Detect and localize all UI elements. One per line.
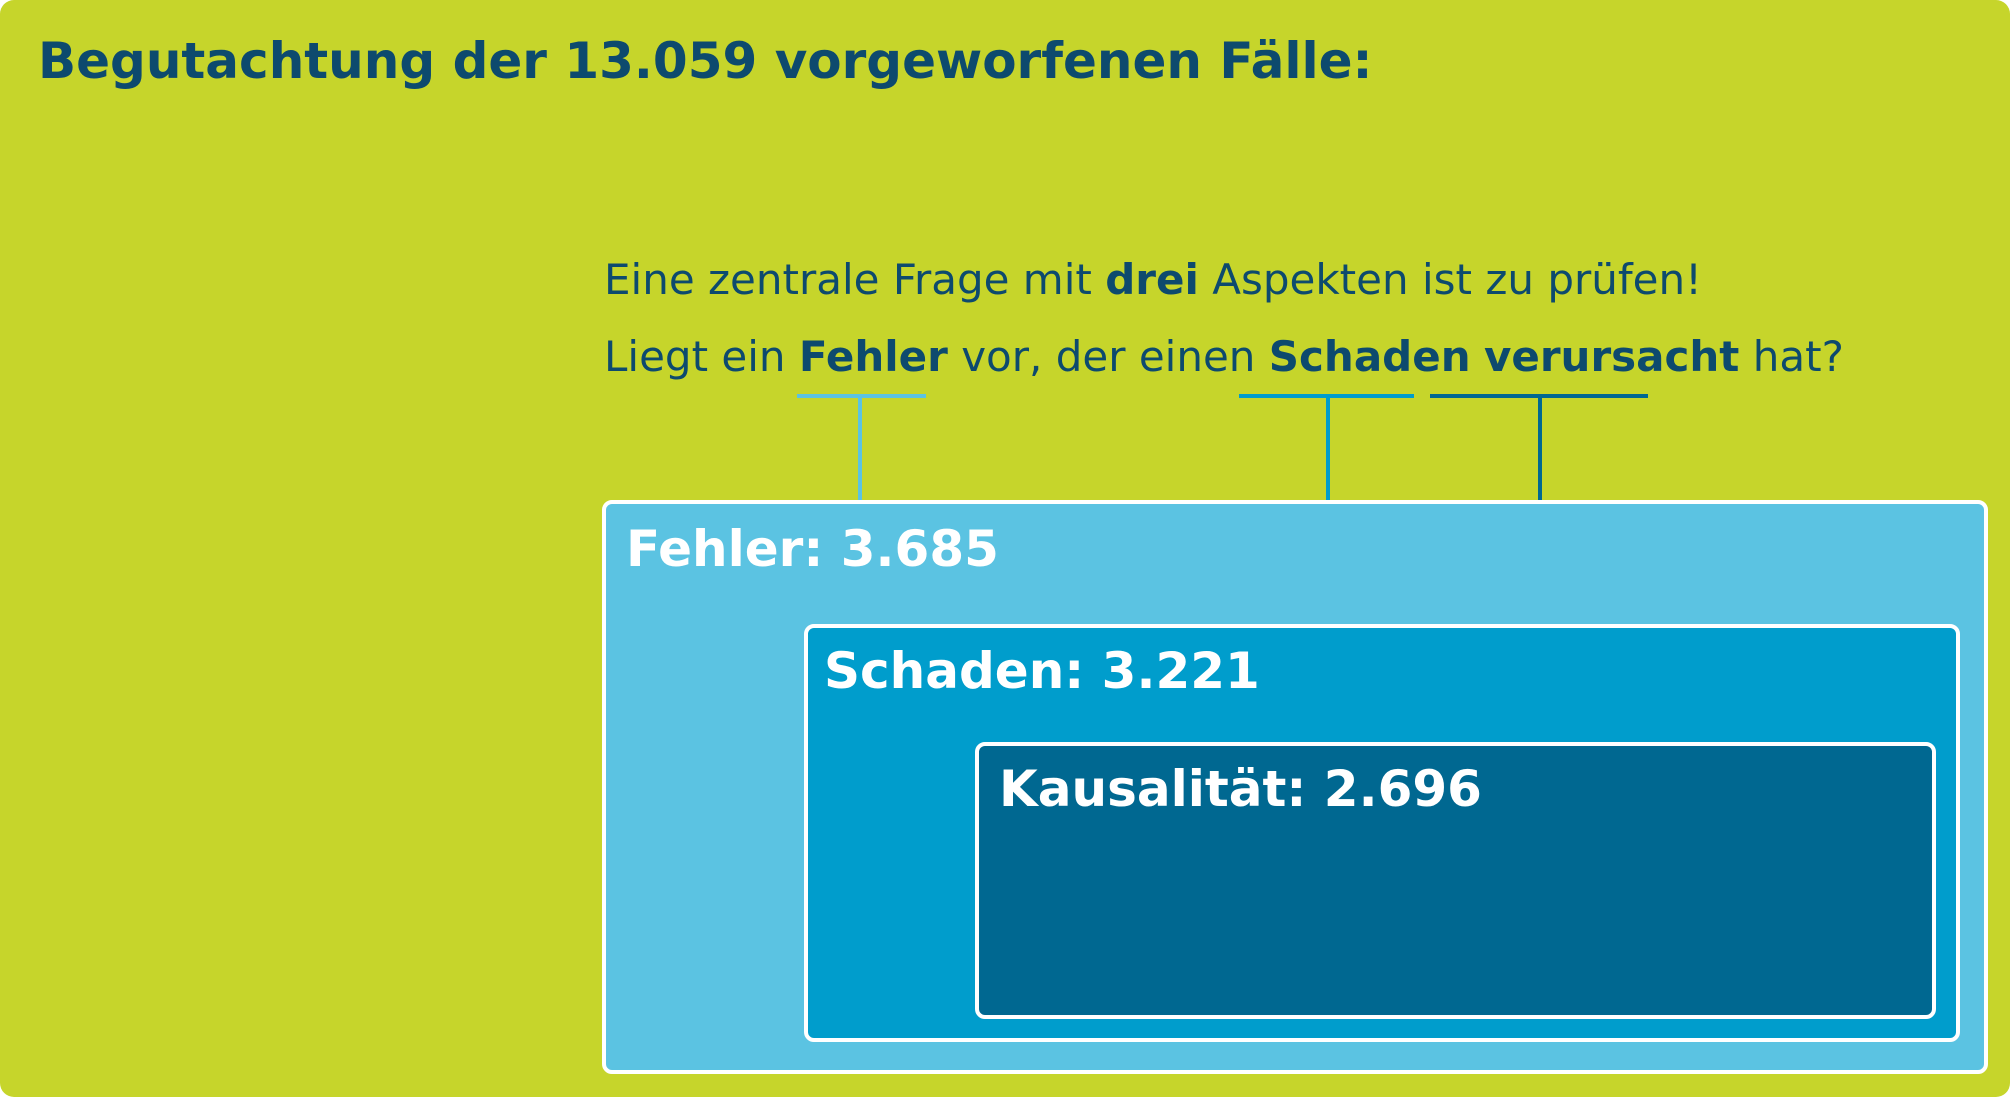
question-line-1-after: Aspekten ist zu prüfen! [1198,255,1702,304]
question-line-1-before: Eine zentrale Frage mit [604,255,1106,304]
keyword-fehler: Fehler [798,332,948,381]
kausalitaet-box: Kausalität: 2.696 [975,742,1936,1019]
keyword-verursacht: verursacht [1483,332,1740,381]
keyword-schaden: Schaden [1268,332,1471,381]
question-line-2-part4: hat? [1739,332,1844,381]
question-line-2-part3 [1471,332,1484,381]
question-line-2-part1: Liegt ein [604,332,799,381]
question-line-2-part2: vor, der einen [947,332,1269,381]
fehler-connector [858,396,862,504]
question-line-2: Liegt ein Fehler vor, der einen Schaden … [604,332,1844,381]
question-line-1-bold: drei [1105,255,1199,304]
schaden-box-label: Schaden: 3.221 [824,642,1260,700]
question-line-1: Eine zentrale Frage mit drei Aspekten is… [604,255,1702,304]
kausalitaet-box-label: Kausalität: 2.696 [999,760,1482,818]
diagram-title: Begutachtung der 13.059 vorgeworfenen Fä… [38,32,1373,90]
fehler-box-label: Fehler: 3.685 [626,520,999,578]
